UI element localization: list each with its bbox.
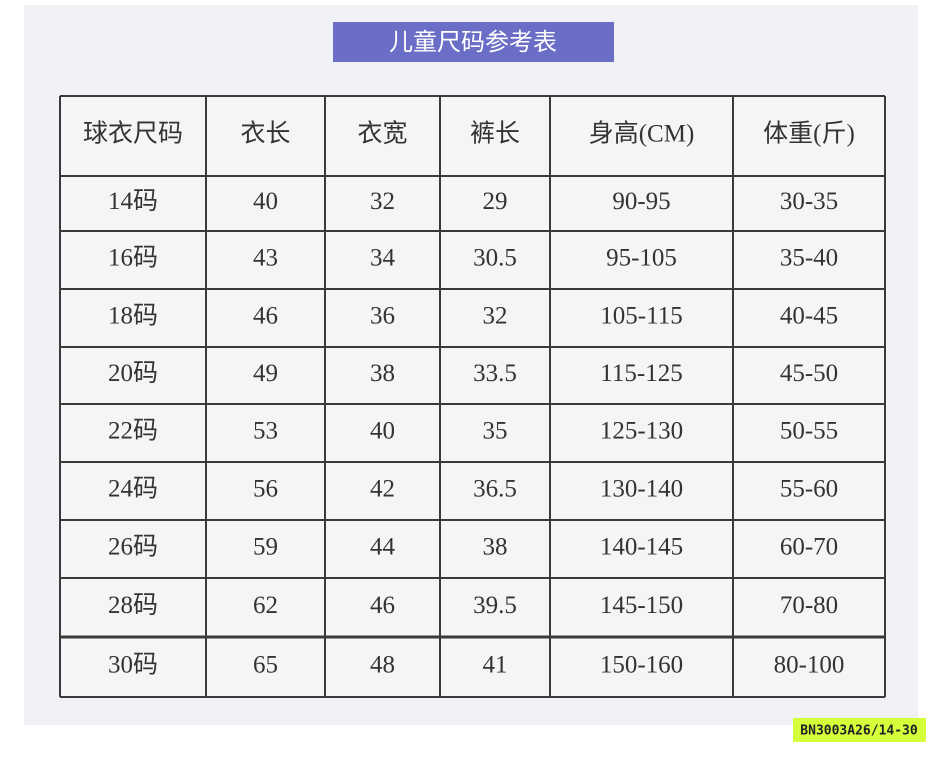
table-cell: 26码 xyxy=(108,534,158,561)
table-cell: 34 xyxy=(370,245,396,272)
table-cell: 24码 xyxy=(108,476,158,503)
table-cell: 125-130 xyxy=(600,418,683,445)
table-cell: 30码 xyxy=(108,652,158,679)
table-cell: 18码 xyxy=(108,303,158,330)
table-cell: 28码 xyxy=(108,592,158,619)
table-cell: 90-95 xyxy=(612,188,670,215)
header-cell: 衣长 xyxy=(240,120,290,148)
table-cell: 33.5 xyxy=(473,360,517,387)
table-cell: 62 xyxy=(253,592,278,619)
table-cell: 140-145 xyxy=(600,534,683,561)
table-cell: 14码 xyxy=(108,188,158,215)
header-cell: 身高(CM) xyxy=(589,120,695,148)
table-cell: 35 xyxy=(483,418,508,445)
header-cell: 裤长 xyxy=(470,120,520,148)
header-cell: 球衣尺码 xyxy=(83,120,183,148)
table-cell: 65 xyxy=(253,652,278,679)
table-bg xyxy=(60,96,885,697)
table-cell: 45-50 xyxy=(780,360,838,387)
table-cell: 145-150 xyxy=(600,592,683,619)
table-cell: 130-140 xyxy=(600,476,683,503)
table-cell: 16码 xyxy=(108,245,158,272)
table-cell: 105-115 xyxy=(600,303,682,330)
table-cell: 44 xyxy=(370,534,396,561)
table-cell: 46 xyxy=(370,592,395,619)
table-cell: 40 xyxy=(370,418,395,445)
table-cell: 43 xyxy=(253,245,278,272)
table-cell: 46 xyxy=(253,303,278,330)
header-cell: 体重(斤) xyxy=(763,120,855,148)
table-cell: 95-105 xyxy=(606,245,677,272)
header-cell: 衣宽 xyxy=(357,120,407,148)
code-box xyxy=(793,718,926,742)
table-cell: 59 xyxy=(253,534,278,561)
table-cell: 53 xyxy=(253,418,278,445)
table-cell: 22码 xyxy=(108,418,158,445)
product-code: BN3003A26/14-30 xyxy=(800,724,918,739)
table-cell: 38 xyxy=(483,534,508,561)
table-cell: 36 xyxy=(370,303,395,330)
table-cell: 49 xyxy=(253,360,278,387)
table-cell: 30-35 xyxy=(780,188,838,215)
table-cell: 41 xyxy=(483,652,508,679)
table-cell: 36.5 xyxy=(473,476,517,503)
table-cell: 32 xyxy=(483,303,508,330)
table-cell: 80-100 xyxy=(774,652,845,679)
table-cell: 60-70 xyxy=(780,534,838,561)
table-cell: 115-125 xyxy=(600,360,682,387)
title-box xyxy=(333,22,614,62)
table-cell: 56 xyxy=(253,476,278,503)
table-cell: 55-60 xyxy=(780,476,838,503)
table-cell: 40 xyxy=(253,188,278,215)
table-cell: 50-55 xyxy=(780,418,838,445)
table-cell: 30.5 xyxy=(473,245,517,272)
table-cell: 42 xyxy=(370,476,395,503)
table-cell: 29 xyxy=(483,188,508,215)
table-cell: 20码 xyxy=(108,360,158,387)
table-cell: 70-80 xyxy=(780,592,838,619)
table-cell: 48 xyxy=(370,652,395,679)
title: 儿童尺码参考表 xyxy=(389,28,557,56)
table-cell: 32 xyxy=(370,188,395,215)
table-cell: 150-160 xyxy=(600,652,683,679)
table-cell: 38 xyxy=(370,360,395,387)
table-cell: 35-40 xyxy=(780,245,838,272)
table-cell: 40-45 xyxy=(780,303,838,330)
table-cell: 39.5 xyxy=(473,592,517,619)
